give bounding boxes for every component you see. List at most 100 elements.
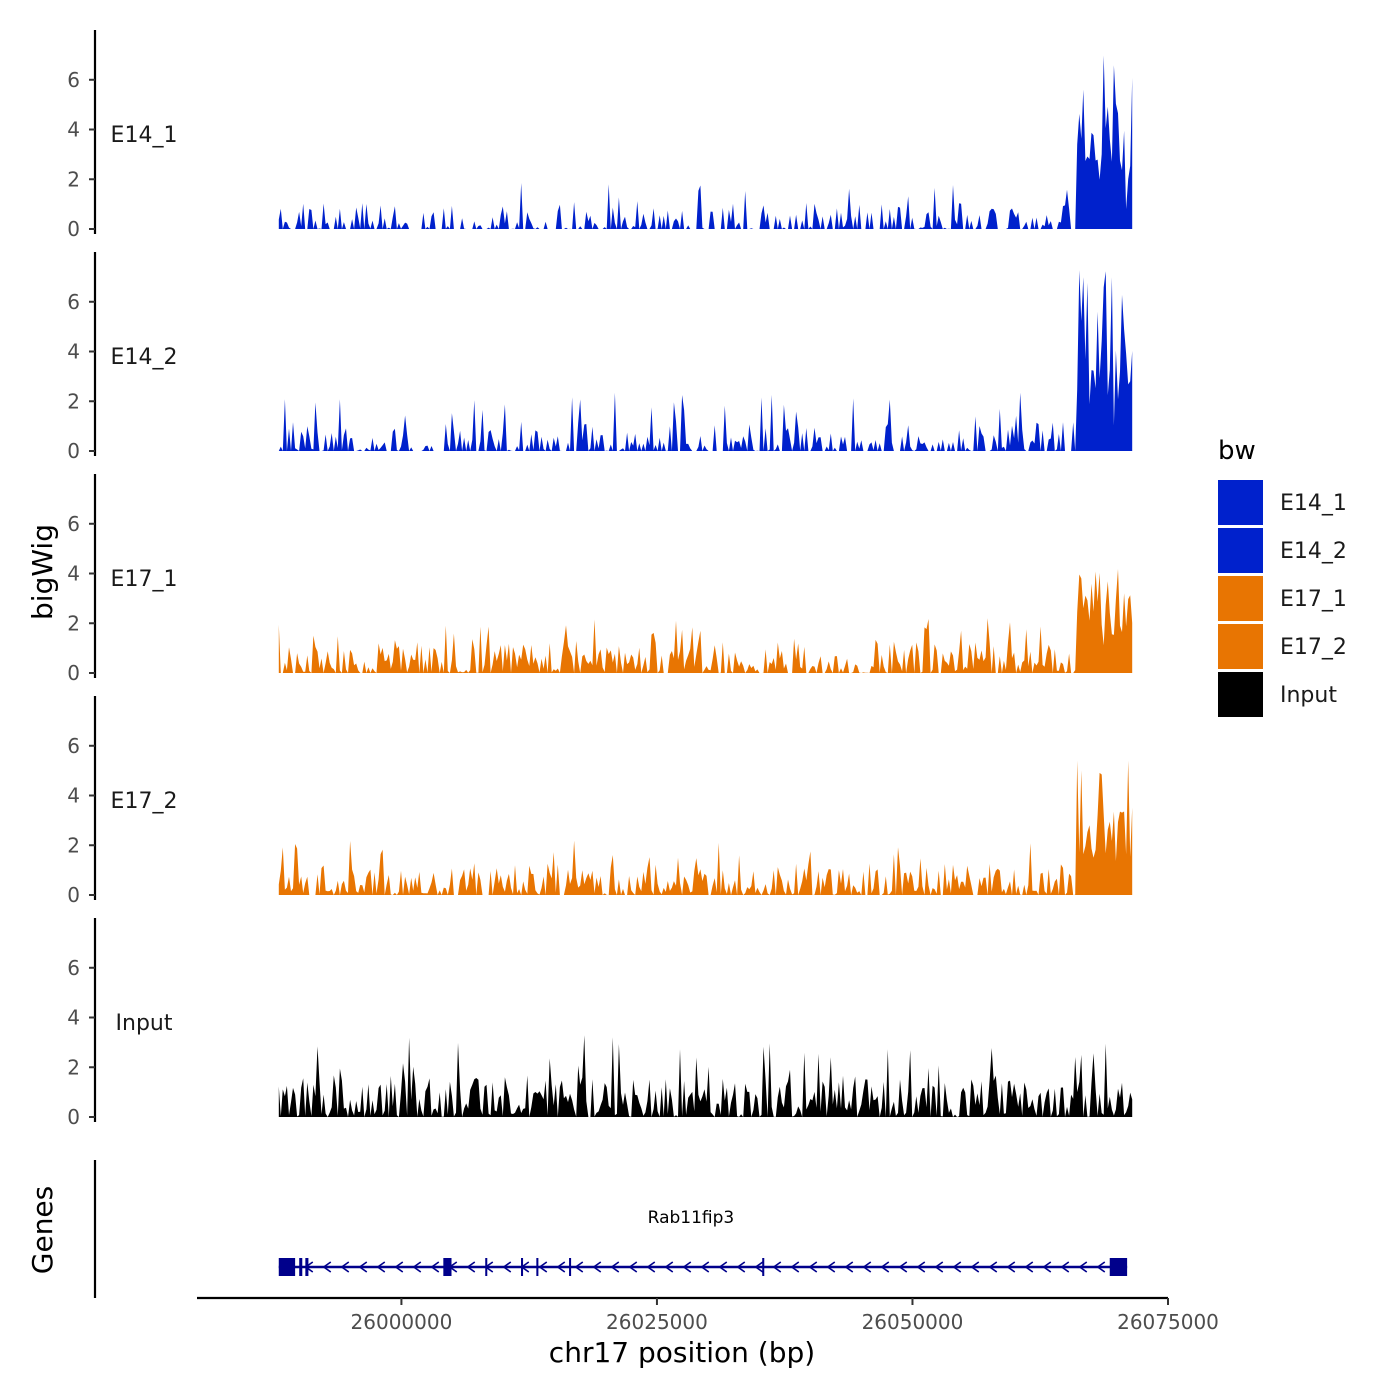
legend-swatch [1218, 480, 1263, 525]
y-tick-label: 4 [67, 562, 80, 586]
x-tick-label: 26000000 [351, 1310, 453, 1334]
gene-rab11fip3: Rab11fip3 [278, 1208, 1128, 1276]
legend-swatch [1218, 576, 1263, 621]
legend-swatch [1218, 528, 1263, 573]
strand-arrow [592, 1261, 602, 1273]
gene-label: Rab11fip3 [648, 1208, 735, 1228]
x-axis: 26000000 26025000 26050000 26075000 [197, 1296, 1219, 1334]
legend-swatch [1218, 672, 1263, 717]
legend-label: E17_1 [1280, 587, 1347, 612]
strand-arrow [1006, 1261, 1016, 1273]
strand-arrow [538, 1261, 548, 1273]
legend-item: E17_1 [1218, 576, 1347, 621]
gene-exon [536, 1258, 539, 1276]
y-tick-label: 4 [67, 1006, 80, 1030]
signal-area-e14-1 [278, 55, 1133, 229]
strand-arrow [970, 1261, 980, 1273]
strand-arrow [628, 1261, 638, 1273]
strand-arrow [988, 1261, 998, 1273]
y-tick-label: 6 [67, 290, 80, 314]
gene-exon [569, 1258, 572, 1276]
strand-arrow [610, 1261, 620, 1273]
strand-arrow [682, 1261, 692, 1273]
strand-arrow [718, 1261, 728, 1273]
gene-exon [521, 1258, 524, 1276]
strand-arrow [502, 1261, 512, 1273]
strand-arrow [1096, 1261, 1106, 1273]
strand-arrow [394, 1261, 404, 1273]
y-tick-label: 2 [67, 167, 80, 191]
y-tick-label: 2 [67, 611, 80, 635]
track-input: 0 2 4 6 Input [67, 918, 1133, 1129]
strand-arrow [952, 1261, 962, 1273]
strand-arrow [844, 1261, 854, 1273]
signal-area-e17-1 [278, 569, 1133, 673]
gene-exon [1109, 1258, 1128, 1276]
signal-tracks: 0 2 4 6 E14_1 0 2 4 6 E14_2 0 2 4 6 E17_1 0 2 4 6 E17_2 0 2 4 6… [67, 30, 1133, 1129]
strand-arrow [574, 1261, 584, 1273]
strand-arrow [790, 1261, 800, 1273]
y-tick-label: 4 [67, 118, 80, 142]
legend-label: E14_2 [1280, 539, 1347, 564]
genes-panel: Rab11fip3 [93, 1160, 1128, 1298]
track-label: E14_1 [111, 123, 178, 148]
gene-exon [278, 1258, 296, 1276]
gene-exon [762, 1258, 765, 1276]
strand-arrow [430, 1261, 440, 1273]
x-axis-title: chr17 position (bp) [549, 1336, 815, 1369]
y-axis-title: bigWig [26, 524, 59, 620]
track-label: Input [116, 1011, 173, 1036]
x-tick-label: 26025000 [606, 1310, 708, 1334]
legend-title: bw [1218, 436, 1256, 466]
x-tick-label: 26050000 [862, 1310, 964, 1334]
y-tick-label: 0 [67, 661, 80, 685]
gene-exon [485, 1258, 488, 1276]
legend-item: Input [1218, 672, 1337, 717]
strand-arrow [412, 1261, 422, 1273]
legend-label: E17_2 [1280, 635, 1347, 660]
y-tick-label: 6 [67, 512, 80, 536]
y-tick-label: 0 [67, 217, 80, 241]
track-label: E14_2 [111, 345, 178, 370]
y-tick-label: 0 [67, 439, 80, 463]
y-tick-label: 0 [67, 883, 80, 907]
strand-arrow [664, 1261, 674, 1273]
strand-arrow [700, 1261, 710, 1273]
strand-arrow [1042, 1261, 1052, 1273]
y-tick-label: 2 [67, 389, 80, 413]
legend-item: E14_2 [1218, 528, 1347, 573]
strand-arrow [1024, 1261, 1034, 1273]
y-tick-label: 0 [67, 1105, 80, 1129]
signal-area-input [278, 1035, 1133, 1117]
track-label: E17_1 [111, 567, 178, 592]
strand-arrow [826, 1261, 836, 1273]
y-tick-label: 4 [67, 340, 80, 364]
strand-arrow [646, 1261, 656, 1273]
track-e17-1: 0 2 4 6 E17_1 [67, 474, 1133, 685]
strand-arrow [754, 1261, 764, 1273]
track-e14-1: 0 2 4 6 E14_1 [67, 30, 1133, 241]
y-tick-label: 6 [67, 734, 80, 758]
legend: bw E14_1 E14_2 E17_1 E17_2 Input [1218, 436, 1347, 717]
y-tick-label: 4 [67, 784, 80, 808]
strand-arrow [1078, 1261, 1088, 1273]
signal-area-e17-2 [278, 760, 1133, 895]
legend-label: E14_1 [1280, 491, 1347, 516]
legend-swatch [1218, 624, 1263, 669]
legend-label: Input [1280, 683, 1337, 708]
y-tick-label: 6 [67, 956, 80, 980]
gene-exon [305, 1258, 309, 1276]
gene-exon [443, 1258, 452, 1276]
genes-axis-title: Genes [26, 1186, 59, 1274]
track-label: E17_2 [111, 789, 178, 814]
x-tick-label: 26075000 [1117, 1310, 1219, 1334]
strand-arrow [376, 1261, 386, 1273]
y-tick-label: 2 [67, 1055, 80, 1079]
signal-area-e14-2 [278, 270, 1133, 451]
track-e14-2: 0 2 4 6 E14_2 [67, 252, 1133, 463]
gene-exon [299, 1258, 303, 1276]
legend-item: E14_1 [1218, 480, 1347, 525]
strand-arrow [556, 1261, 566, 1273]
strand-arrow [808, 1261, 818, 1273]
strand-arrow [466, 1261, 476, 1273]
